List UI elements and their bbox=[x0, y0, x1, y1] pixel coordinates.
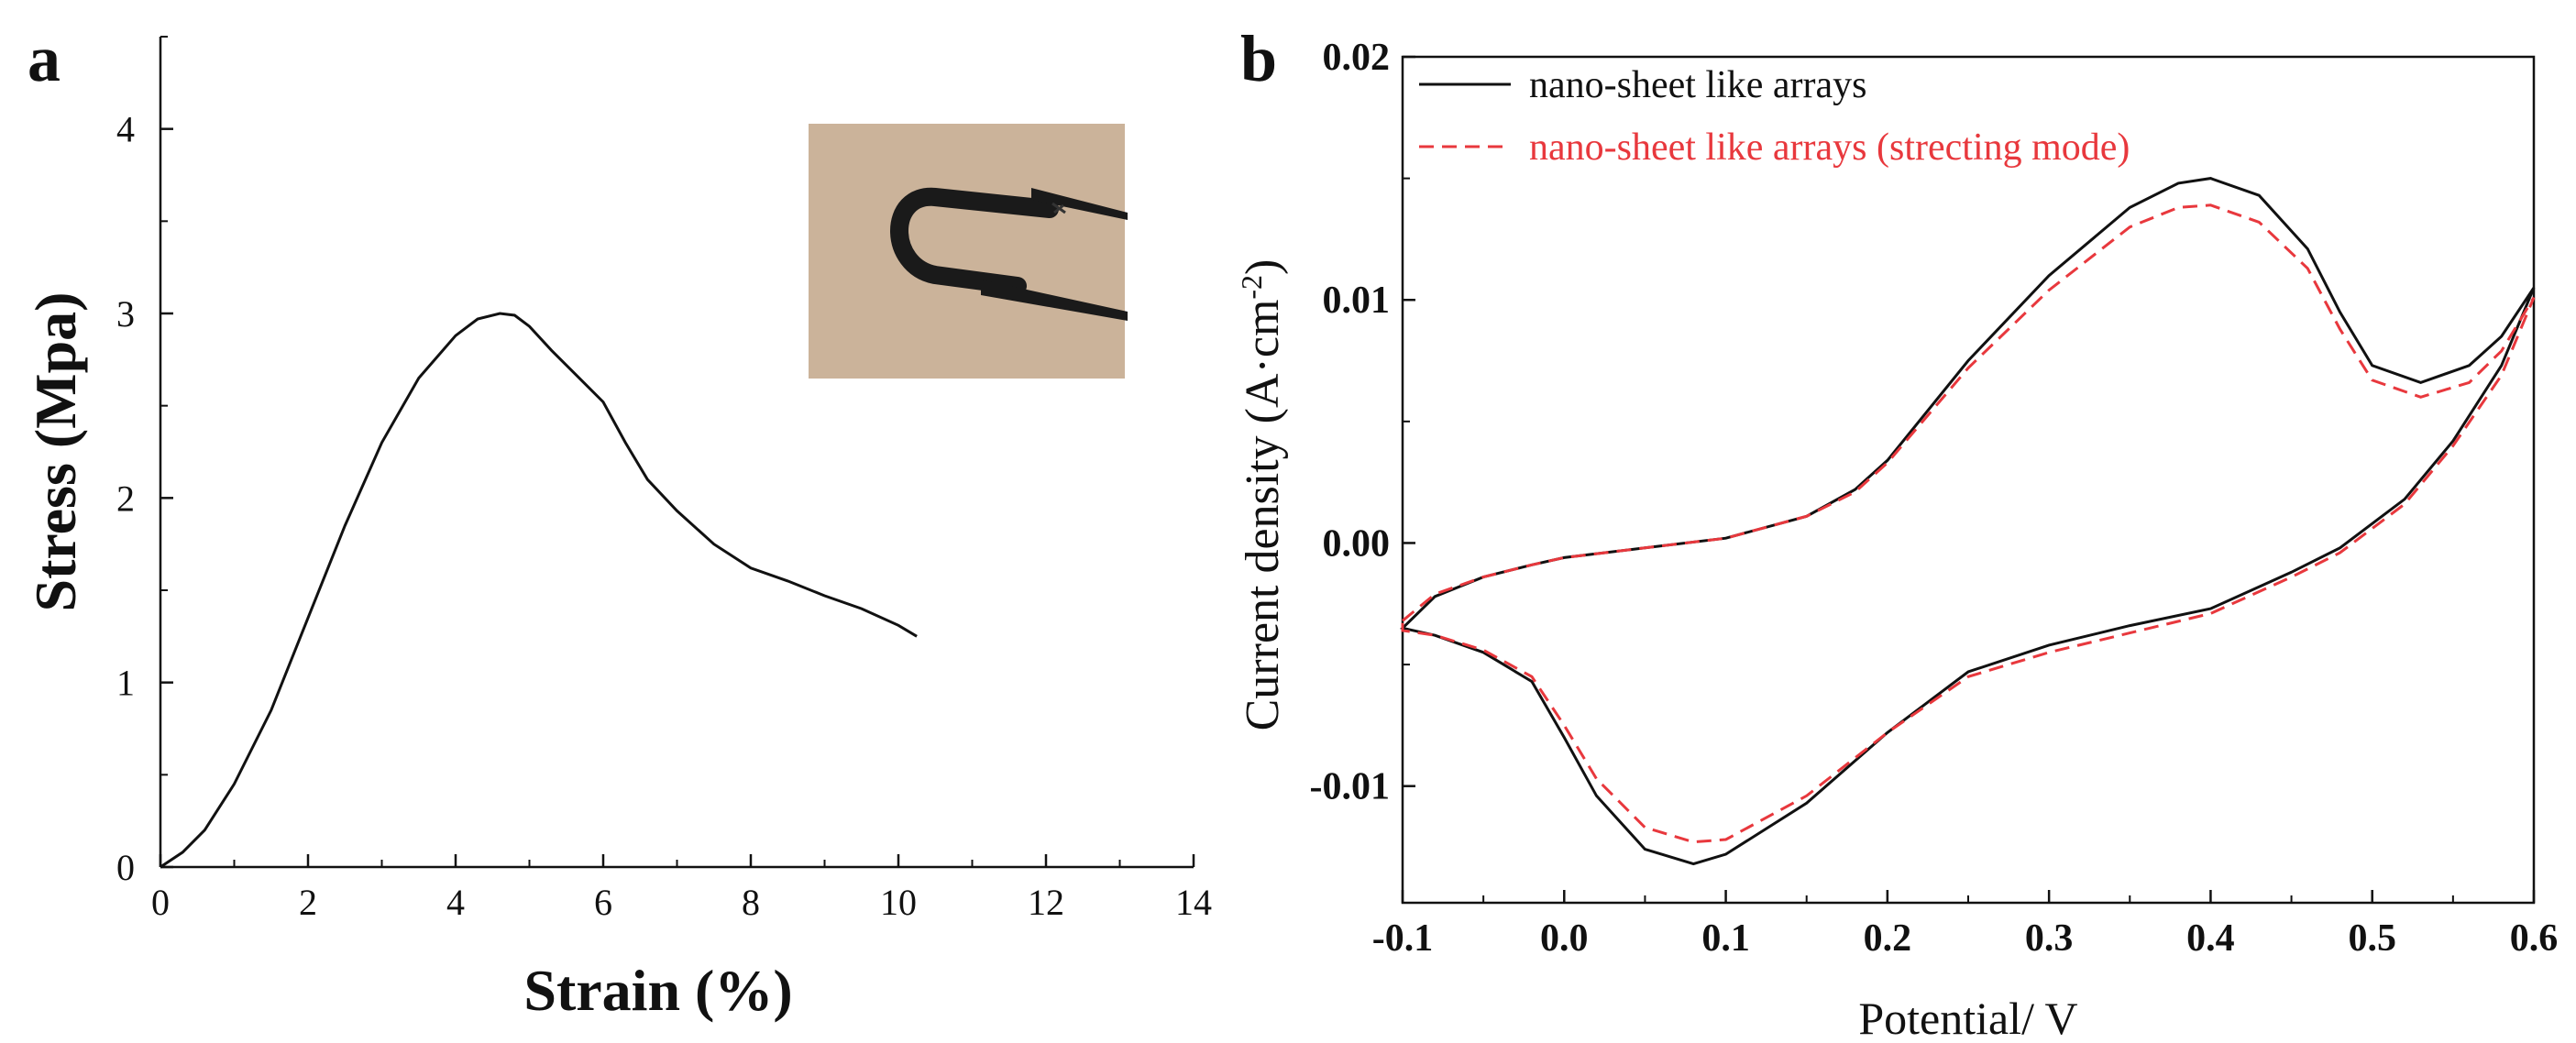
panel-a-x-tick-label: 4 bbox=[446, 882, 465, 923]
frayed-tip-icon bbox=[1051, 202, 1066, 214]
panel-a-label: a bbox=[28, 22, 61, 95]
panel-b: b -0.1 0.0 0.1 0.2 0.3 0.4 0.5 0.6 -0.01 0.00 0.01… bbox=[1235, 22, 2558, 1043]
panel-a-x-tick-label: 8 bbox=[742, 882, 760, 923]
series-line-strecting-mode bbox=[1401, 203, 2536, 844]
panel-a-x-tick-label: 6 bbox=[594, 882, 612, 923]
series-line-nano-sheet bbox=[1399, 177, 2536, 866]
panel-b-y-tick-label: 0.00 bbox=[1323, 522, 1391, 565]
panel-b-x-tick-label: 0.5 bbox=[2348, 917, 2396, 960]
stress-strain-line bbox=[160, 312, 918, 869]
legend: nano-sheet like arrays nano-sheet like a… bbox=[1419, 64, 2130, 169]
panel-a-x-tick-label: 12 bbox=[1028, 882, 1064, 923]
panel-a-y-tick-label: 3 bbox=[116, 293, 135, 335]
panel-b-x-tick-label: 0.3 bbox=[2025, 917, 2074, 960]
panel-b-y-axis-title-main: Current density (A·cm bbox=[1237, 300, 1289, 731]
panel-b-ticks: -0.1 0.0 0.1 0.2 0.3 0.4 0.5 0.6 -0.01 0.00 0.01 0.… bbox=[1310, 37, 2559, 960]
panel-b-x-tick-label: 0.0 bbox=[1540, 917, 1589, 960]
panel-a-x-tick-label: 0 bbox=[151, 882, 170, 923]
panel-b-y-tick-label: 0.01 bbox=[1323, 280, 1391, 322]
panel-b-x-tick-label: -0.1 bbox=[1372, 917, 1434, 960]
panel-b-x-axis-title: Potential/ V bbox=[1858, 993, 2077, 1043]
panel-b-x-tick-label: 0.4 bbox=[2186, 917, 2235, 960]
inset-photo bbox=[809, 124, 1128, 379]
panel-b-label: b bbox=[1240, 22, 1277, 95]
panel-b-y-tick-label: 0.02 bbox=[1323, 37, 1391, 79]
legend-label-strecting-mode: nano-sheet like arrays (strecting mode) bbox=[1529, 126, 2130, 169]
panel-b-plot-frame bbox=[1401, 55, 2536, 905]
panel-b-x-tick-label: 0.1 bbox=[1701, 917, 1750, 960]
panel-a-x-tick-label: 10 bbox=[880, 882, 917, 923]
legend-label-nano-sheet: nano-sheet like arrays bbox=[1529, 64, 1867, 106]
panel-a-x-axis-title: Strain (%) bbox=[523, 958, 792, 1023]
panel-a-y-tick-label: 1 bbox=[116, 663, 135, 704]
panel-a-y-tick-label: 2 bbox=[116, 478, 135, 519]
panel-a-y-axis-title: Stress (Mpa) bbox=[23, 292, 88, 612]
tweezer-bottom-icon bbox=[981, 280, 1128, 321]
panel-b-y-axis-title-superscript: -2 bbox=[1235, 275, 1268, 300]
panel-b-y-axis-title: Current density (A·cm-2) bbox=[1235, 259, 1289, 731]
panel-b-x-tick-label: 0.2 bbox=[1864, 917, 1912, 960]
tweezer-top-icon bbox=[1031, 188, 1128, 220]
bent-strip-icon bbox=[890, 187, 1059, 295]
panel-b-y-axis-title-close: ) bbox=[1237, 259, 1289, 275]
panel-b-x-tick-label: 0.6 bbox=[2510, 917, 2559, 960]
panel-b-y-tick-label: -0.01 bbox=[1310, 766, 1391, 808]
panel-a-y-tick-label: 4 bbox=[116, 109, 135, 150]
panel-a-x-tick-label: 14 bbox=[1175, 882, 1212, 923]
panel-a-y-tick-label: 0 bbox=[116, 847, 135, 888]
inset-photo-background bbox=[809, 124, 1125, 379]
panel-a-x-tick-label: 2 bbox=[299, 882, 317, 923]
